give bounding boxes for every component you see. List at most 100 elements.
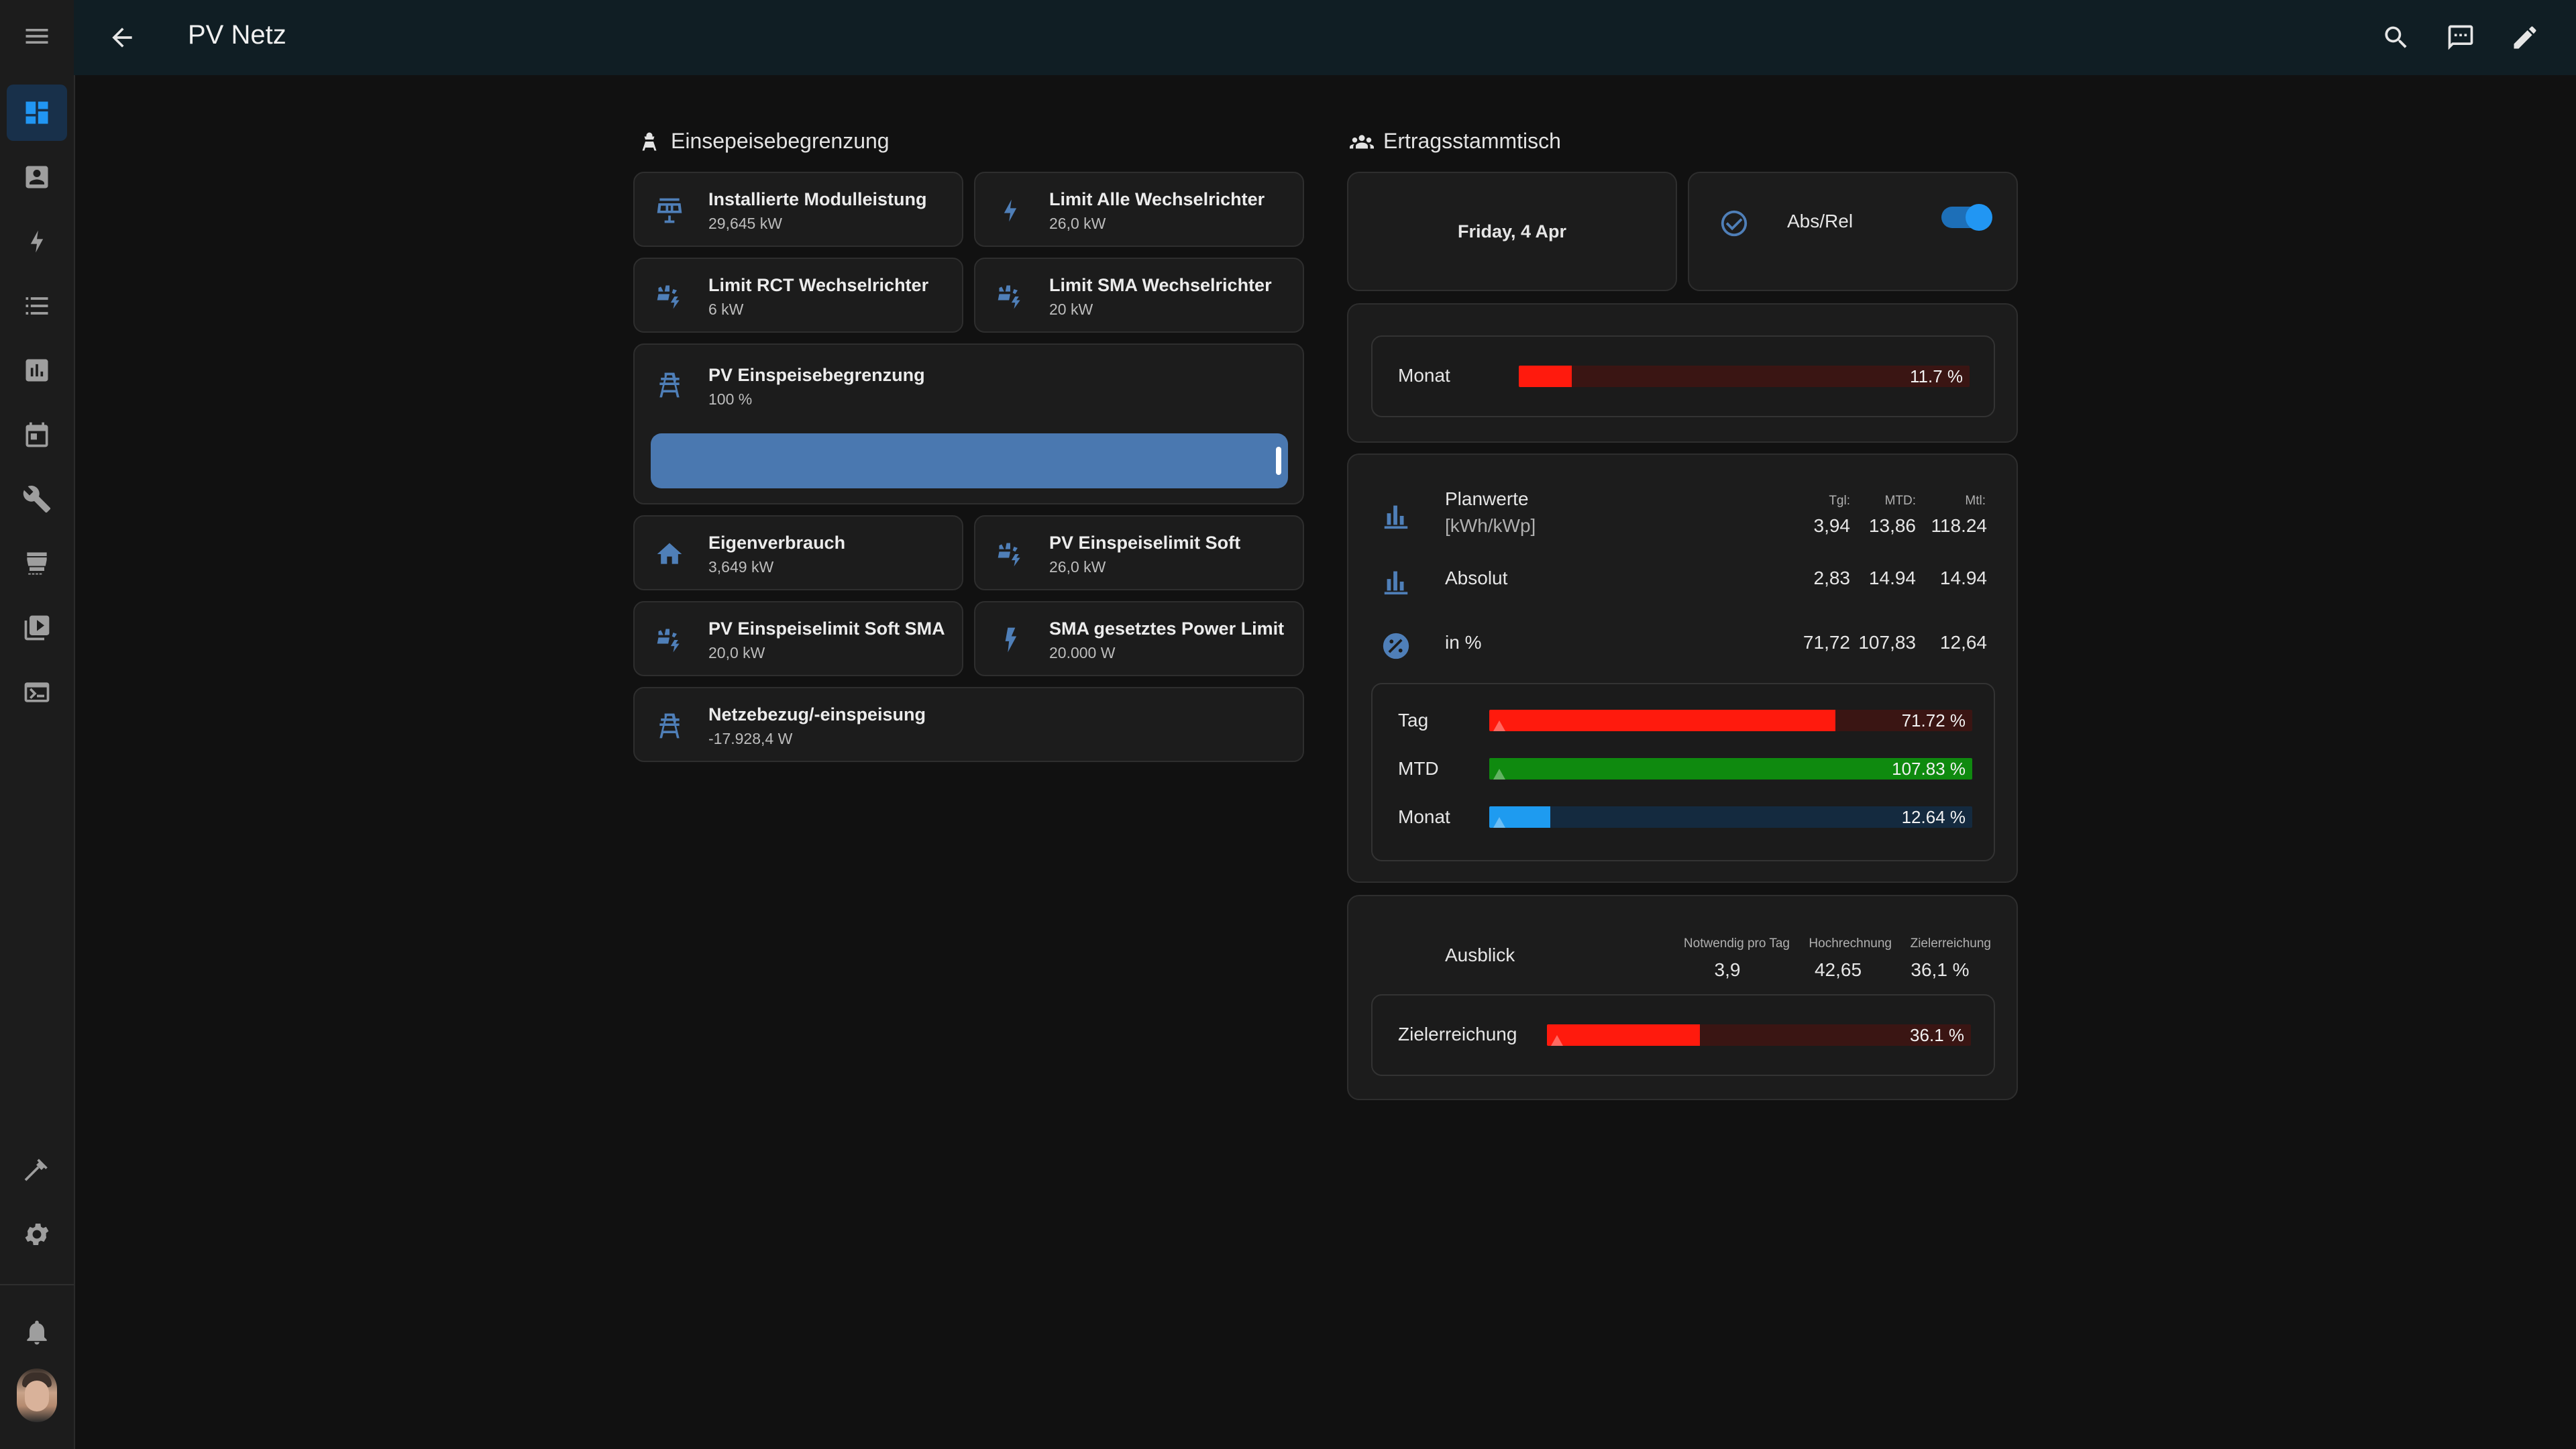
- section-heading-left: Einsepeisebegrenzung: [637, 129, 890, 154]
- bar-label-tag: Tag: [1398, 710, 1429, 731]
- sidebar-item-developer-tools[interactable]: [7, 1142, 67, 1198]
- zielerreichung-bar: 36.1 %: [1547, 1024, 1971, 1046]
- header-tgl: Tgl:: [1829, 494, 1850, 508]
- einspeisebegrenzung-slider[interactable]: [651, 433, 1288, 488]
- dashboard-icon: [25, 101, 48, 124]
- date-label: Friday, 4 Apr: [1457, 221, 1567, 241]
- solar-panel-icon: [655, 196, 684, 225]
- sidebar-item-settings[interactable]: [7, 1206, 67, 1263]
- sidebar-item-media[interactable]: [7, 600, 67, 656]
- tile-netzebezug-einspeisung[interactable]: Netzebezug/-einspeisung -17.928,4 W: [633, 687, 1304, 762]
- solar-power-icon: [655, 282, 684, 311]
- abs-rel-label: Abs/Rel: [1787, 211, 1854, 231]
- absolut-mtl: 14.94: [1939, 568, 1987, 588]
- account-group-icon: [1350, 134, 1374, 148]
- header-notwendig: Notwendig pro Tag: [1683, 936, 1790, 951]
- section-heading-right: Ertragsstammtisch: [1350, 129, 1561, 154]
- sidebar-item-logbook[interactable]: [7, 278, 67, 334]
- tile-eigenverbrauch[interactable]: Eigenverbrauch 3,649 kW: [633, 515, 963, 590]
- tile-limit-sma-wechselrichter[interactable]: Limit SMA Wechselrichter 20 kW: [974, 258, 1304, 333]
- zielerreichung-inner: Zielerreichung 36.1 %: [1371, 994, 1995, 1076]
- search-button[interactable]: [2377, 19, 2415, 56]
- sidebar-item-hacs[interactable]: [7, 535, 67, 592]
- absolut-label: Absolut: [1445, 568, 1508, 588]
- prozent-mtd: 107,83: [1858, 632, 1916, 653]
- assist-button[interactable]: [2442, 19, 2479, 56]
- bar-mtd-fill: [1489, 758, 1972, 780]
- tile-pv-einspeisebegrenzung: PV Einspeisebegrenzung 100 %: [633, 343, 1304, 504]
- edit-button[interactable]: [2506, 19, 2544, 56]
- page-title: PV Netz: [188, 20, 286, 50]
- hacs-icon: [27, 552, 47, 575]
- app-header: PV Netz: [74, 0, 2576, 75]
- header-mtl: Mtl:: [1965, 494, 1986, 508]
- absolut-tgl: 2,83: [1813, 568, 1851, 588]
- tile-pv-einspeiselimit-soft-sma[interactable]: PV Einspeiselimit Soft SMA 20,0 kW: [633, 601, 963, 676]
- bar-tag-text: 71.72 %: [1901, 710, 1966, 731]
- account-box-icon: [25, 166, 48, 189]
- stats-card: Planwerte [kWh/kWp] Tgl: MTD: Mtl: 3,94 …: [1347, 453, 2018, 883]
- arrow-left-icon: [112, 28, 132, 48]
- monat-bar-text: 11.7 %: [1909, 366, 1963, 386]
- back-button[interactable]: [103, 19, 141, 56]
- monat-card: Monat 11.7 %: [1347, 303, 2018, 443]
- ausblick-title: Ausblick: [1445, 945, 1515, 965]
- bar-label-mtd: MTD: [1398, 758, 1439, 779]
- planwerte-mtl: 118.24: [1931, 515, 1987, 536]
- home-icon: [655, 539, 684, 569]
- planwerte-mtd: 13,86: [1868, 515, 1916, 536]
- sidebar-item-tools[interactable]: [7, 471, 67, 527]
- monat-bar-fill: [1519, 366, 1572, 387]
- search-icon: [2385, 26, 2407, 48]
- terminal-icon: [24, 682, 50, 702]
- flash-icon: [996, 625, 1025, 655]
- section-title: Einsepeisebegrenzung: [671, 129, 890, 153]
- bar-mtd-text: 107.83 %: [1892, 759, 1966, 779]
- bar-monat: 12.64 %: [1489, 806, 1972, 828]
- tile-installierte-modulleistung[interactable]: Installierte Modulleistung 29,645 kW: [633, 172, 963, 247]
- tile-limit-rct-wechselrichter[interactable]: Limit RCT Wechselrichter 6 kW: [633, 258, 963, 333]
- absolut-mtd: 14.94: [1868, 568, 1916, 588]
- solar-power-icon: [996, 282, 1025, 311]
- sidebar-item-notifications[interactable]: [7, 1304, 67, 1360]
- abs-rel-toggle[interactable]: [1941, 204, 1992, 231]
- slider-handle[interactable]: [1276, 447, 1281, 475]
- transmission-tower-icon: [655, 711, 684, 741]
- sidebar-item-person[interactable]: [7, 149, 67, 205]
- menu-icon[interactable]: [7, 8, 67, 64]
- bar-monat-text: 12.64 %: [1901, 807, 1966, 827]
- sidebar: [0, 0, 75, 1449]
- prozent-tgl: 71,72: [1803, 632, 1850, 653]
- bar-tag: 71.72 %: [1489, 710, 1972, 731]
- pencil-icon: [2514, 26, 2536, 49]
- sidebar-item-dashboard[interactable]: [7, 85, 67, 141]
- transmission-tower-export-icon: [642, 132, 657, 150]
- ausblick-card: Ausblick Notwendig pro Tag Hochrechnung …: [1347, 895, 2018, 1100]
- hochrechnung-value: 42,65: [1814, 959, 1862, 980]
- header-mtd: MTD:: [1884, 494, 1916, 508]
- zielerreichung-bar-fill: [1547, 1024, 1701, 1046]
- chart-bar-icon: [1381, 566, 1411, 597]
- tile-sma-gesetztes-power-limit[interactable]: SMA gesetztes Power Limit 20.000 W: [974, 601, 1304, 676]
- abs-rel-card[interactable]: Abs/Rel: [1688, 172, 2018, 291]
- bar-tag-fill: [1489, 710, 1836, 731]
- tile-pv-einspeiselimit-soft[interactable]: PV Einspeiselimit Soft 26,0 kW: [974, 515, 1304, 590]
- sidebar-item-calendar[interactable]: [7, 407, 67, 463]
- progress-bars: Tag 71.72 % MTD 107.83 % Monat 12.64 %: [1371, 683, 1995, 861]
- solar-power-icon: [996, 539, 1025, 569]
- tile-limit-alle-wechselrichter[interactable]: Limit Alle Wechselrichter 26,0 kW: [974, 172, 1304, 247]
- chart-bar-icon: [1381, 500, 1411, 531]
- avatar[interactable]: [17, 1368, 57, 1422]
- sidebar-item-history[interactable]: [7, 342, 67, 398]
- zielerreichung-bar-text: 36.1 %: [1910, 1025, 1964, 1045]
- notwendig-value: 3,9: [1714, 959, 1741, 980]
- prozent-mtl: 12,64: [1939, 632, 1987, 653]
- prozent-label: in %: [1445, 632, 1482, 653]
- date-card: Friday, 4 Apr: [1347, 172, 1677, 291]
- sidebar-item-energy[interactable]: [7, 213, 67, 270]
- transmission-tower-icon: [655, 370, 684, 400]
- zielerreichung-label: Zielerreichung: [1398, 1024, 1517, 1044]
- sidebar-item-terminal[interactable]: [7, 664, 67, 720]
- chart-box-icon: [25, 359, 48, 382]
- header-hochrechnung: Hochrechnung: [1809, 936, 1892, 951]
